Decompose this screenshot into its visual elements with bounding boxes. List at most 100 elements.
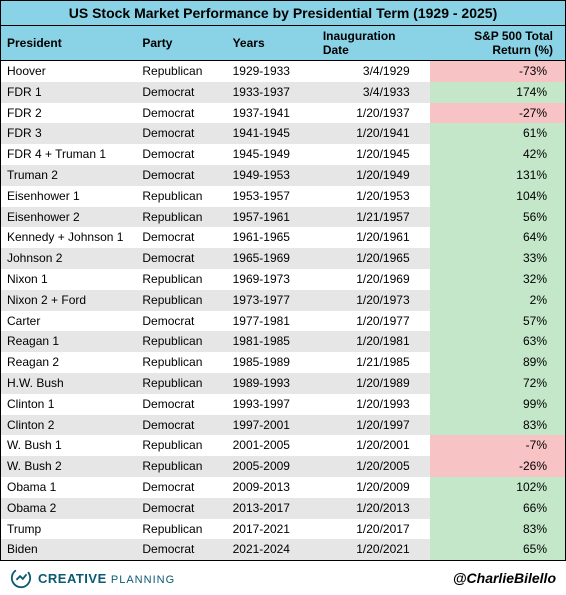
brand-sub: PLANNING (111, 574, 175, 586)
cell-return: 174% (430, 82, 565, 103)
cell-years: 1961-1965 (227, 227, 317, 248)
cell-years: 1945-1949 (227, 144, 317, 165)
table-row: H.W. BushRepublican1989-19931/20/198972% (1, 373, 565, 394)
cell-years: 1937-1941 (227, 103, 317, 124)
col-return: S&P 500 Total Return (%) (430, 26, 565, 61)
cell-return: 66% (430, 498, 565, 519)
cell-president: Clinton 1 (1, 394, 136, 415)
cell-party: Republican (136, 373, 226, 394)
cell-date: 1/20/1965 (317, 248, 430, 269)
cell-party: Republican (136, 456, 226, 477)
cell-years: 1929-1933 (227, 61, 317, 82)
cell-party: Republican (136, 519, 226, 540)
cell-president: Kennedy + Johnson 1 (1, 227, 136, 248)
cell-date: 1/20/2009 (317, 477, 430, 498)
cell-years: 2013-2017 (227, 498, 317, 519)
table-row: W. Bush 2Republican2005-20091/20/2005-26… (1, 456, 565, 477)
cell-president: Nixon 1 (1, 269, 136, 290)
col-party: Party (136, 26, 226, 61)
cell-president: FDR 4 + Truman 1 (1, 144, 136, 165)
author-handle: @CharlieBilello (453, 570, 556, 586)
cell-president: Obama 1 (1, 477, 136, 498)
brand-icon (10, 567, 32, 589)
cell-party: Democrat (136, 123, 226, 144)
cell-president: Reagan 2 (1, 352, 136, 373)
cell-party: Democrat (136, 394, 226, 415)
cell-party: Democrat (136, 165, 226, 186)
cell-years: 1969-1973 (227, 269, 317, 290)
col-president: President (1, 26, 136, 61)
cell-return: -27% (430, 103, 565, 124)
cell-party: Democrat (136, 415, 226, 436)
cell-date: 1/20/1969 (317, 269, 430, 290)
cell-years: 1933-1937 (227, 82, 317, 103)
col-years: Years (227, 26, 317, 61)
table-title: US Stock Market Performance by President… (1, 1, 565, 26)
cell-years: 2017-2021 (227, 519, 317, 540)
cell-date: 1/20/2017 (317, 519, 430, 540)
cell-date: 3/4/1933 (317, 82, 430, 103)
cell-party: Republican (136, 331, 226, 352)
cell-return: 102% (430, 477, 565, 498)
cell-return: 63% (430, 331, 565, 352)
brand-text: CREATIVE PLANNING (38, 571, 175, 586)
cell-date: 1/20/1953 (317, 186, 430, 207)
table-row: FDR 2Democrat1937-19411/20/1937-27% (1, 103, 565, 124)
cell-president: Hoover (1, 61, 136, 82)
cell-years: 1965-1969 (227, 248, 317, 269)
cell-president: Trump (1, 519, 136, 540)
table-row: Eisenhower 1Republican1953-19571/20/1953… (1, 186, 565, 207)
cell-return: 83% (430, 519, 565, 540)
table-row: Reagan 2Republican1985-19891/21/198589% (1, 352, 565, 373)
table-row: HooverRepublican1929-19333/4/1929-73% (1, 61, 565, 82)
cell-date: 1/20/1937 (317, 103, 430, 124)
cell-return: 61% (430, 123, 565, 144)
cell-date: 3/4/1929 (317, 61, 430, 82)
cell-return: 56% (430, 207, 565, 228)
cell-return: 65% (430, 539, 565, 560)
cell-return: 42% (430, 144, 565, 165)
cell-president: Truman 2 (1, 165, 136, 186)
cell-years: 1941-1945 (227, 123, 317, 144)
table-row: FDR 1Democrat1933-19373/4/1933174% (1, 82, 565, 103)
cell-return: 131% (430, 165, 565, 186)
cell-party: Republican (136, 290, 226, 311)
cell-president: Reagan 1 (1, 331, 136, 352)
cell-party: Democrat (136, 311, 226, 332)
cell-president: FDR 3 (1, 123, 136, 144)
cell-return: 99% (430, 394, 565, 415)
cell-return: -73% (430, 61, 565, 82)
cell-party: Democrat (136, 498, 226, 519)
table-row: Truman 2Democrat1949-19531/20/1949131% (1, 165, 565, 186)
cell-party: Democrat (136, 144, 226, 165)
cell-date: 1/20/1997 (317, 415, 430, 436)
cell-party: Republican (136, 269, 226, 290)
cell-date: 1/20/1949 (317, 165, 430, 186)
cell-return: 104% (430, 186, 565, 207)
cell-years: 1989-1993 (227, 373, 317, 394)
cell-date: 1/20/1945 (317, 144, 430, 165)
table-row: Johnson 2Democrat1965-19691/20/196533% (1, 248, 565, 269)
cell-president: H.W. Bush (1, 373, 136, 394)
cell-president: Eisenhower 1 (1, 186, 136, 207)
cell-party: Republican (136, 207, 226, 228)
header-row: President Party Years Inauguration Date … (1, 26, 565, 61)
cell-years: 1953-1957 (227, 186, 317, 207)
table-row: FDR 3Democrat1941-19451/20/194161% (1, 123, 565, 144)
cell-date: 1/21/1957 (317, 207, 430, 228)
cell-date: 1/20/1981 (317, 331, 430, 352)
cell-president: FDR 1 (1, 82, 136, 103)
table-body: HooverRepublican1929-19333/4/1929-73%FDR… (1, 61, 565, 561)
cell-years: 1981-1985 (227, 331, 317, 352)
cell-president: Obama 2 (1, 498, 136, 519)
cell-president: Carter (1, 311, 136, 332)
cell-president: Eisenhower 2 (1, 207, 136, 228)
cell-date: 1/20/1973 (317, 290, 430, 311)
cell-party: Democrat (136, 539, 226, 560)
table-row: Eisenhower 2Republican1957-19611/21/1957… (1, 207, 565, 228)
cell-party: Democrat (136, 103, 226, 124)
cell-return: 72% (430, 373, 565, 394)
cell-party: Democrat (136, 82, 226, 103)
cell-date: 1/20/1993 (317, 394, 430, 415)
cell-date: 1/20/1961 (317, 227, 430, 248)
